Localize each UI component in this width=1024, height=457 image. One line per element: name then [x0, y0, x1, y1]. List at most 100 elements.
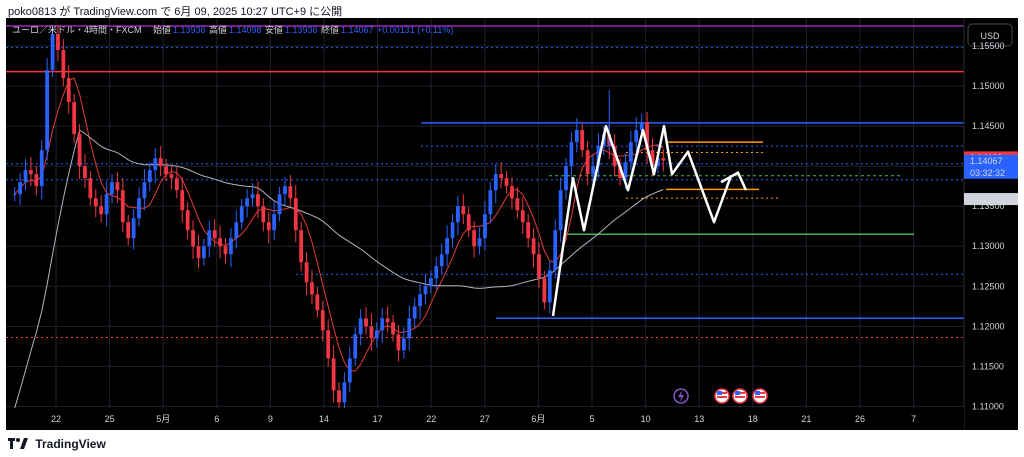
time-tick-label: 27: [480, 414, 490, 424]
candle-down: [661, 158, 666, 161]
candle-down: [391, 322, 395, 335]
candle-up: [634, 130, 639, 143]
time-tick-label: 18: [748, 414, 758, 424]
candle-up: [104, 194, 109, 215]
price-axis[interactable]: USD 1.155001.150001.145001.140001.135001…: [963, 18, 1018, 430]
candle-up: [558, 190, 563, 231]
currency-button[interactable]: [967, 23, 1013, 47]
candle-down: [164, 166, 168, 175]
candle-down: [315, 294, 320, 311]
candle-up: [229, 238, 233, 255]
candle-up: [428, 278, 433, 287]
flag-canton: [755, 391, 760, 395]
candle-up: [45, 70, 50, 151]
candle-up: [553, 230, 558, 271]
candle-down: [61, 50, 66, 79]
candle-up: [488, 190, 493, 215]
candle-up: [439, 254, 444, 267]
candle-up: [137, 198, 141, 219]
candle-up: [12, 194, 17, 196]
time-tick-label: 6: [214, 414, 219, 424]
candle-down: [66, 78, 71, 103]
candle-down: [396, 334, 401, 351]
time-tick-label: 7: [911, 414, 916, 424]
price-label-current: 1.14067: [970, 156, 1003, 166]
candle-down: [585, 150, 590, 175]
lightning-ring: [673, 388, 689, 404]
candle-up: [456, 206, 460, 223]
candle-up: [131, 218, 136, 239]
price-tick-label: 1.11000: [972, 401, 1004, 411]
candle-down: [223, 246, 228, 255]
time-tick-label: 22: [51, 414, 61, 424]
legend-low-value: 1.13936: [285, 25, 318, 35]
time-tick-label: 17: [373, 414, 383, 424]
candle-up: [358, 318, 363, 335]
drawings[interactable]: [551, 124, 748, 317]
candle-down: [304, 262, 309, 283]
candle-up: [142, 182, 147, 199]
candle-up: [656, 158, 660, 167]
candle-down: [180, 190, 185, 211]
candle-up: [423, 286, 428, 295]
candle-down: [369, 326, 374, 339]
candle-up: [418, 294, 422, 307]
time-ticks: 22 25 5月 6 9 14 17 22 27 6月 5 10 13 18 21 26 7: [51, 414, 916, 424]
candle-down: [120, 190, 125, 223]
time-axis-bg: [6, 408, 964, 430]
candle-up: [50, 34, 55, 71]
candle-down: [299, 230, 304, 263]
candle-up: [110, 182, 114, 195]
candle-up: [39, 150, 44, 187]
us-flag-icon[interactable]: [732, 388, 748, 404]
candle-down: [83, 166, 87, 179]
candle-down: [612, 146, 617, 167]
candle-down: [99, 206, 104, 215]
time-tick-label: 5: [589, 414, 594, 424]
price-label-grey-bg: [964, 193, 1018, 206]
price-tick-label: 1.15000: [972, 81, 1005, 91]
candle-down: [115, 182, 120, 191]
time-axis[interactable]: 22 25 5月 6 9 14 17 22 27 6月 5 10 13 18 21 26 7: [6, 408, 964, 430]
horizontal-levels: [6, 25, 964, 339]
candle-up: [239, 206, 244, 223]
candle-down: [126, 222, 131, 239]
candle-down: [580, 130, 585, 151]
candle-up: [623, 162, 628, 179]
time-tick-label: 22: [426, 414, 436, 424]
candle-down: [526, 222, 531, 239]
candle-up: [477, 238, 482, 247]
chart-panel[interactable]: ユーロ／米ドル・4時間・FXCM 始値 1.13936 高値 1.14098 安…: [6, 18, 1018, 430]
price-chart[interactable]: ユーロ／米ドル・4時間・FXCM 始値 1.13936 高値 1.14098 安…: [6, 18, 1018, 430]
candle-down: [499, 174, 504, 179]
candle-up: [250, 194, 255, 199]
price-tick-label: 1.12000: [972, 321, 1005, 331]
candle-down: [645, 122, 649, 151]
candle-down: [331, 358, 336, 391]
legend-close-value: 1.14067: [341, 25, 374, 35]
candle-up: [245, 198, 250, 207]
candle-up: [401, 338, 406, 351]
price-label-grey: 1.13589: [970, 194, 1003, 204]
us-flag-icon[interactable]: [752, 388, 768, 404]
us-flag-icon[interactable]: [714, 388, 730, 404]
candle-up: [574, 130, 579, 143]
candle-up: [445, 238, 449, 255]
tradingview-logo-icon: [8, 437, 28, 449]
legend-low-label: 安値: [265, 24, 283, 35]
candle-up: [564, 166, 568, 191]
legend-high-value: 1.14098: [229, 25, 262, 35]
time-tick-label: 9: [268, 414, 273, 424]
event-icons[interactable]: [673, 388, 768, 404]
candle-up: [591, 166, 595, 175]
candle-up: [569, 142, 574, 167]
lightning-icon[interactable]: [673, 388, 689, 404]
publish-line: poko0813 が TradingView.com で 6月 09, 2025…: [8, 6, 343, 18]
candle-down: [650, 150, 655, 167]
candle-up: [147, 170, 152, 183]
candle-down: [504, 178, 509, 187]
candle-down: [29, 170, 33, 175]
candle-down: [520, 210, 525, 223]
candle-down: [261, 206, 266, 223]
candle-up: [407, 318, 412, 339]
